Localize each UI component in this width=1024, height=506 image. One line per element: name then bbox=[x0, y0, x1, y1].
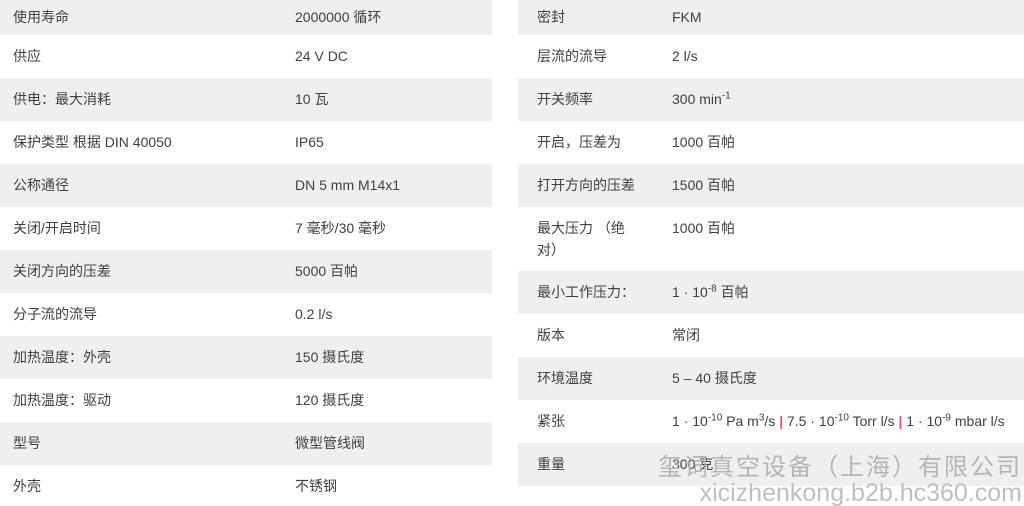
spec-label: 打开方向的压差 bbox=[537, 177, 635, 193]
spec-value: 常闭 bbox=[672, 327, 700, 343]
spec-row: 加热温度：外壳 150 摄氏度 bbox=[0, 336, 492, 379]
spec-label: 开启，压差为 bbox=[537, 134, 621, 150]
spec-value: 2000000 循环 bbox=[295, 9, 382, 25]
spec-row: 打开方向的压差 1500 百帕 bbox=[518, 164, 1024, 207]
spec-value: 0.2 l/s bbox=[295, 306, 333, 322]
spec-value: 1 · 10-8 百帕 bbox=[672, 283, 749, 300]
spec-label: 关闭方向的压差 bbox=[13, 263, 111, 279]
spec-row: 开启，压差为 1000 百帕 bbox=[518, 121, 1024, 164]
spec-label: 重量 bbox=[537, 456, 565, 472]
spec-label: 环境温度 bbox=[537, 370, 593, 386]
spec-label: 型号 bbox=[13, 435, 41, 451]
spec-label: 加热温度：驱动 bbox=[13, 392, 111, 408]
spec-row: 加热温度：驱动 120 摄氏度 bbox=[0, 379, 492, 422]
spec-row: 开关频率 300 min-1 bbox=[518, 78, 1024, 121]
spec-row: 最小工作压力： 1 · 10-8 百帕 bbox=[518, 271, 1024, 314]
spec-value: 5 – 40 摄氏度 bbox=[672, 370, 757, 386]
spec-row: 公称通径 DN 5 mm M14x1 bbox=[0, 164, 492, 207]
spec-value: 24 V DC bbox=[295, 48, 348, 64]
spec-row: 供电：最大消耗 10 瓦 bbox=[0, 78, 492, 121]
spec-label: 外壳 bbox=[13, 478, 41, 494]
spec-value: FKM bbox=[672, 9, 702, 25]
spec-value: 10 瓦 bbox=[295, 91, 329, 107]
spec-row: 版本 常闭 bbox=[518, 314, 1024, 357]
spec-row: 最大压力 （绝对） 1000 百帕 bbox=[518, 207, 1024, 271]
spec-label: 公称通径 bbox=[13, 177, 69, 193]
spec-value: 120 摄氏度 bbox=[295, 392, 365, 408]
spec-row: 关闭方向的压差 5000 百帕 bbox=[0, 250, 492, 293]
spec-row: 重量 300 克 bbox=[518, 443, 1024, 486]
spec-row: 供应 24 V DC bbox=[0, 35, 492, 78]
spec-label: 供电：最大消耗 bbox=[13, 91, 111, 107]
spec-label: 加热温度：外壳 bbox=[13, 349, 111, 365]
spec-value: 7 毫秒/30 毫秒 bbox=[295, 220, 387, 236]
spec-row: 紧张 1 · 10-10 Pa m3/s | 7.5 · 10-10 Torr … bbox=[518, 400, 1024, 443]
spec-row: 使用寿命 2000000 循环 bbox=[0, 0, 492, 35]
spec-row: 型号 微型管线阀 bbox=[0, 422, 492, 465]
spec-value: IP65 bbox=[295, 134, 324, 150]
spec-label: 紧张 bbox=[537, 413, 565, 429]
spec-table-right: 密封 FKM 层流的流导 2 l/s 开关频率 300 min-1 开启，压差为… bbox=[518, 0, 1024, 486]
spec-table-left: 使用寿命 2000000 循环 供应 24 V DC 供电：最大消耗 10 瓦 … bbox=[0, 0, 492, 506]
spec-label: 版本 bbox=[537, 327, 565, 343]
spec-label: 最大压力 （绝对） bbox=[537, 220, 625, 258]
spec-value: 1000 百帕 bbox=[672, 220, 736, 236]
spec-label: 密封 bbox=[537, 9, 565, 25]
spec-label: 开关频率 bbox=[537, 91, 593, 107]
spec-row: 外壳 不锈钢 bbox=[0, 465, 492, 506]
spec-value: 1 · 10-10 Pa m3/s | 7.5 · 10-10 Torr l/s… bbox=[672, 412, 1005, 429]
spec-value: 1500 百帕 bbox=[672, 177, 736, 193]
spec-label: 供应 bbox=[13, 48, 41, 64]
spec-value: DN 5 mm M14x1 bbox=[295, 177, 401, 193]
spec-label: 层流的流导 bbox=[537, 48, 607, 64]
spec-value: 300 克 bbox=[672, 456, 714, 472]
spec-value: 2 l/s bbox=[672, 48, 698, 64]
spec-row: 环境温度 5 – 40 摄氏度 bbox=[518, 357, 1024, 400]
spec-label: 保护类型 根据 DIN 40050 bbox=[13, 134, 172, 150]
spec-value: 5000 百帕 bbox=[295, 263, 359, 279]
spec-row: 密封 FKM bbox=[518, 0, 1024, 35]
spec-label: 关闭/开启时间 bbox=[13, 220, 101, 236]
spec-value: 150 摄氏度 bbox=[295, 349, 365, 365]
spec-row: 关闭/开启时间 7 毫秒/30 毫秒 bbox=[0, 207, 492, 250]
spec-value: 微型管线阀 bbox=[295, 435, 365, 451]
spec-row: 分子流的流导 0.2 l/s bbox=[0, 293, 492, 336]
spec-label: 使用寿命 bbox=[13, 9, 69, 25]
spec-value: 不锈钢 bbox=[295, 478, 337, 494]
spec-value: 1000 百帕 bbox=[672, 134, 736, 150]
spec-value: 300 min-1 bbox=[672, 90, 731, 107]
spec-row: 层流的流导 2 l/s bbox=[518, 35, 1024, 78]
spec-label: 分子流的流导 bbox=[13, 306, 97, 322]
spec-label: 最小工作压力： bbox=[537, 284, 635, 300]
spec-row: 保护类型 根据 DIN 40050 IP65 bbox=[0, 121, 492, 164]
